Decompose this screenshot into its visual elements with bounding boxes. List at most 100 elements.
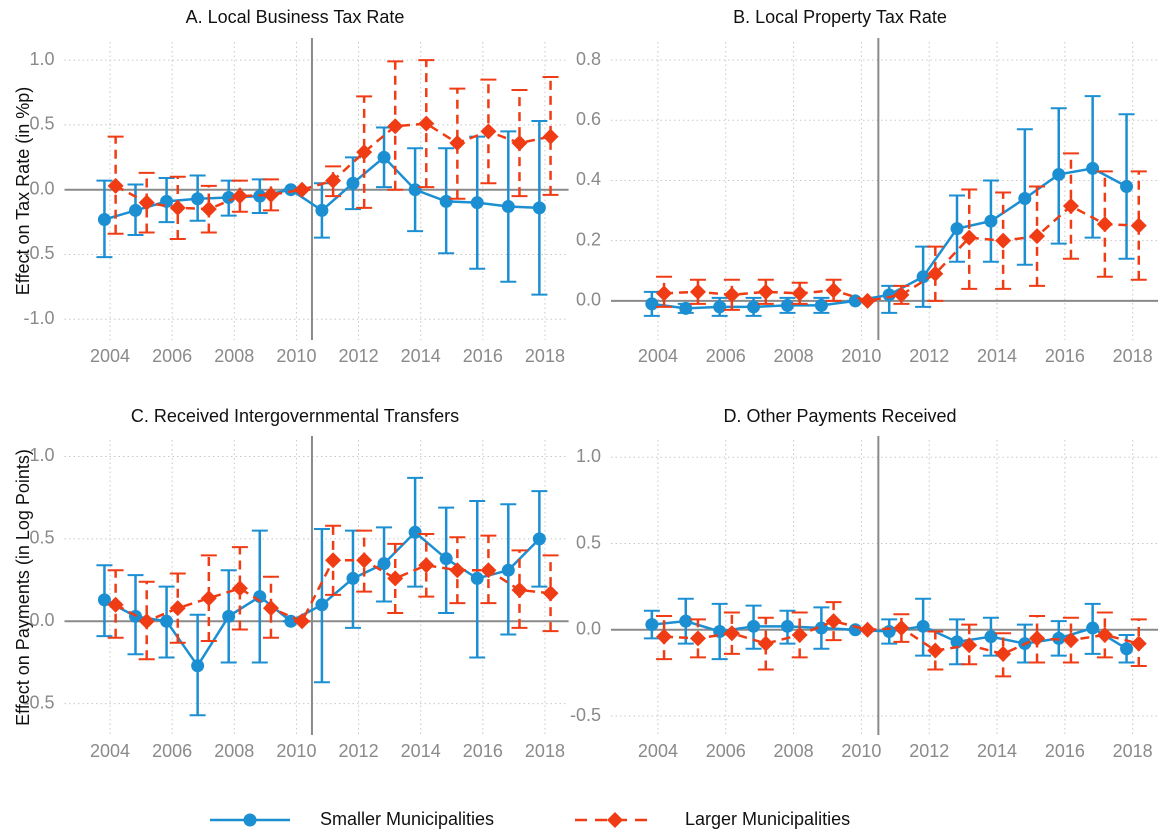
panel-title: B. Local Property Tax Rate xyxy=(733,7,947,27)
point xyxy=(679,614,693,628)
x-tick-label: 2008 xyxy=(774,741,814,761)
point xyxy=(200,590,217,607)
point xyxy=(325,552,342,569)
x-tick-label: 2010 xyxy=(841,346,881,366)
point xyxy=(532,532,546,546)
point xyxy=(542,128,559,145)
point xyxy=(757,283,774,300)
point xyxy=(231,580,248,597)
point xyxy=(1130,635,1147,652)
y-tick-label: 0.5 xyxy=(29,528,54,548)
x-tick-label: 2014 xyxy=(401,741,441,761)
point xyxy=(294,613,311,630)
point xyxy=(356,144,373,161)
point xyxy=(325,172,342,189)
point xyxy=(1052,167,1066,181)
x-tick-label: 2006 xyxy=(706,346,746,366)
x-tick-label: 2018 xyxy=(1113,741,1153,761)
y-tick-label: 0.0 xyxy=(576,619,601,639)
y-tick-label: 0.8 xyxy=(576,49,601,69)
point xyxy=(346,176,360,190)
point xyxy=(679,301,693,315)
x-tick-label: 2012 xyxy=(339,741,379,761)
point xyxy=(501,563,515,577)
point xyxy=(747,300,761,314)
point xyxy=(882,288,896,302)
point xyxy=(511,135,528,152)
point xyxy=(950,222,964,236)
y-tick-label: 0.2 xyxy=(576,229,601,249)
x-tick-label: 2016 xyxy=(1045,346,1085,366)
x-tick-label: 2014 xyxy=(977,741,1017,761)
x-tick-label: 2012 xyxy=(909,346,949,366)
point xyxy=(439,194,453,208)
point xyxy=(480,562,497,579)
y-axis-label: Effect on Payments (in Log Points) xyxy=(13,449,33,726)
point xyxy=(1120,179,1134,193)
point xyxy=(262,600,279,617)
point xyxy=(97,213,111,227)
x-tick-label: 2004 xyxy=(638,346,678,366)
x-tick-label: 2010 xyxy=(841,741,881,761)
point xyxy=(200,201,217,218)
point xyxy=(859,292,876,309)
x-tick-label: 2006 xyxy=(152,741,192,761)
panel-title: D. Other Payments Received xyxy=(723,406,956,426)
point xyxy=(377,150,391,164)
y-tick-label: 0.4 xyxy=(576,169,601,189)
point xyxy=(1086,621,1100,635)
point xyxy=(791,626,808,643)
x-tick-label: 2018 xyxy=(1113,346,1153,366)
point xyxy=(1029,228,1046,245)
point xyxy=(1062,198,1079,215)
point xyxy=(97,593,111,607)
point xyxy=(222,609,236,623)
point xyxy=(532,201,546,215)
point xyxy=(1029,630,1046,647)
point xyxy=(882,624,896,638)
point xyxy=(262,186,279,203)
point xyxy=(501,200,515,214)
point xyxy=(191,659,205,673)
y-tick-label: 0.0 xyxy=(29,178,54,198)
series-line xyxy=(664,204,1139,303)
x-tick-label: 2006 xyxy=(706,741,746,761)
point xyxy=(418,557,435,574)
point xyxy=(1130,217,1147,234)
point xyxy=(780,619,794,633)
point xyxy=(893,286,910,303)
point xyxy=(645,297,659,311)
point xyxy=(656,628,673,645)
point xyxy=(294,181,311,198)
point xyxy=(542,585,559,602)
point xyxy=(1062,632,1079,649)
x-tick-label: 2008 xyxy=(214,741,254,761)
y-tick-label: 0.0 xyxy=(29,610,54,630)
y-tick-label: 0.0 xyxy=(576,290,601,310)
point xyxy=(984,214,998,228)
point xyxy=(961,229,978,246)
point xyxy=(480,123,497,140)
point xyxy=(916,619,930,633)
point xyxy=(470,571,484,585)
x-tick-label: 2014 xyxy=(401,346,441,366)
point xyxy=(927,642,944,659)
point xyxy=(408,183,422,197)
point xyxy=(1096,216,1113,233)
point xyxy=(129,203,143,217)
point xyxy=(656,285,673,302)
point xyxy=(689,283,706,300)
point xyxy=(356,552,373,569)
x-tick-label: 2016 xyxy=(1045,741,1085,761)
y-tick-label: -0.5 xyxy=(570,705,601,725)
legend-marker xyxy=(607,812,623,828)
y-tick-label: 0.5 xyxy=(576,532,601,552)
point xyxy=(470,196,484,210)
point xyxy=(449,135,466,152)
x-tick-label: 2012 xyxy=(909,741,949,761)
point xyxy=(950,635,964,649)
point xyxy=(449,562,466,579)
point xyxy=(138,613,155,630)
point xyxy=(859,621,876,638)
x-tick-label: 2010 xyxy=(276,741,316,761)
